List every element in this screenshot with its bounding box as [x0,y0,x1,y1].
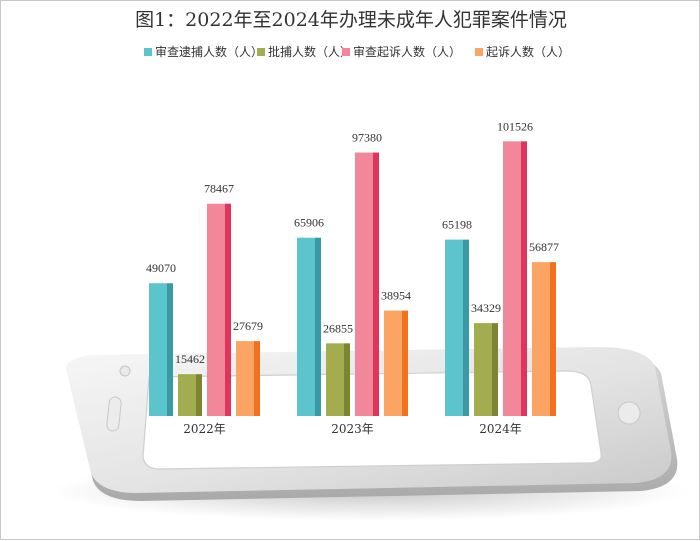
bar-side [463,239,469,416]
category-label: 2022年 [183,422,226,436]
legend-swatch [475,48,483,56]
phone-camera [119,365,131,377]
bar-side [225,203,231,416]
bar-front [503,141,521,416]
bar-side [550,262,556,416]
legend-item: 批捕人数（人） [257,44,352,59]
bar-front [326,343,344,416]
bar-side [492,323,498,416]
legend-label: 起诉人数（人） [486,44,570,59]
data-label: 15462 [175,352,205,366]
phone-home-button [617,401,641,425]
bar [178,374,202,416]
bar-side [167,283,173,416]
data-label: 97380 [352,131,382,145]
legend: 审查逮捕人数（人） 批捕人数（人） 审查起诉人数（人） 起诉人数（人） [144,44,570,59]
bar [326,343,350,416]
bar [149,283,173,416]
bar [503,141,527,416]
legend-label: 审查起诉人数（人） [353,44,461,59]
data-label: 56877 [529,240,559,254]
bar [236,341,260,416]
data-label: 65198 [442,218,472,232]
bar [445,239,469,416]
legend-label: 审查逮捕人数（人） [155,44,263,59]
bar [532,262,556,416]
legend-swatch [257,48,265,56]
data-label: 101526 [497,119,533,133]
data-label: 34329 [471,301,501,315]
bar [207,203,231,416]
data-label: 49070 [146,261,176,275]
legend-item: 审查逮捕人数（人） [144,44,263,59]
bars-layer [149,141,556,417]
bar-front [474,323,492,416]
chart-title: 图1：2022年至2024年办理未成年人犯罪案件情况 [135,9,567,31]
bar-side [521,141,527,416]
bar-front [355,152,373,417]
legend-swatch [342,48,350,56]
bar-front [532,262,550,416]
bar [384,310,408,416]
data-label: 38954 [381,289,411,303]
legend-item: 起诉人数（人） [475,44,570,59]
bar-front [178,374,196,416]
legend-label: 批捕人数（人） [268,44,352,59]
legend-swatch [144,48,152,56]
phone-speaker [106,396,122,432]
data-label: 65906 [294,216,324,230]
value-labels-layer: 49070 15462 78467 27679 65906 26855 97380 38954… [146,119,559,366]
data-label: 26855 [323,321,353,335]
bar-side [373,152,379,417]
data-label: 78467 [204,182,234,196]
bar [474,323,498,416]
bar-side [315,237,321,416]
legend-item: 审查起诉人数（人） [342,44,461,59]
bar-front [236,341,254,416]
bar [297,237,321,416]
bar-side [196,374,202,416]
category-label: 2023年 [331,422,374,436]
data-label: 27679 [233,319,263,333]
bar-side [344,343,350,416]
bar-front [207,203,225,416]
bar-side [402,310,408,416]
bar-front [297,237,315,416]
bar-front [384,310,402,416]
bar-front [445,239,463,416]
category-label: 2024年 [479,422,522,436]
bar-front [149,283,167,416]
category-labels-layer: 2022年 2023年 2024年 [183,422,522,436]
bar-side [254,341,260,416]
bar [355,152,379,417]
